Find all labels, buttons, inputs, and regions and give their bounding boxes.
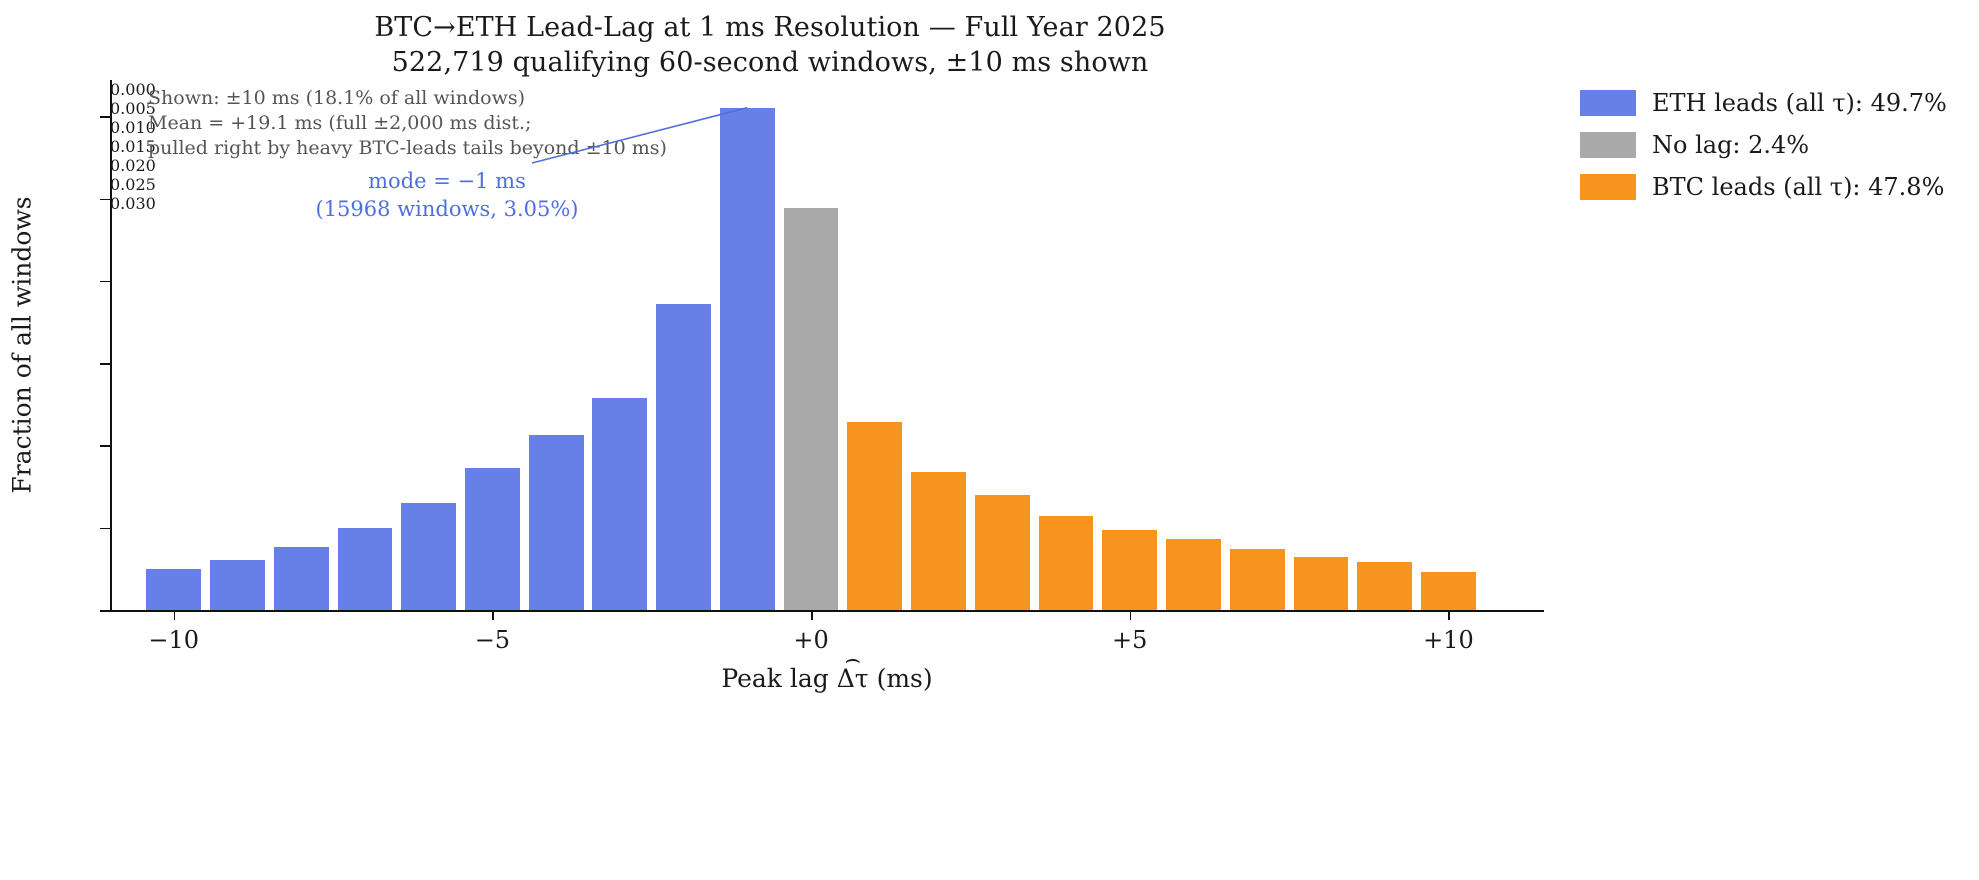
x-axis-label-symbol: Δτ <box>836 664 869 693</box>
y-axis-label: Fraction of all windows <box>7 196 37 494</box>
legend-item[interactable]: BTC leads (all τ): 47.8% <box>1580 170 1947 204</box>
chart-subtitle: 522,719 qualifying 60-second windows, ±1… <box>391 47 1149 79</box>
legend-label: ETH leads (all τ): 49.7% <box>1652 89 1947 117</box>
legend-swatch-nolag <box>1580 132 1636 158</box>
legend-label: BTC leads (all τ): 47.8% <box>1652 173 1945 201</box>
stats-annotation: Shown: ±10 ms (18.1% of all windows) Mea… <box>148 86 667 161</box>
bar <box>528 435 584 610</box>
bar <box>1166 538 1221 610</box>
y-tick-label: 0.000 <box>110 80 156 99</box>
x-axis-label-symbol-wrap: ⌢ Δτ <box>836 644 869 693</box>
bar <box>1357 562 1413 610</box>
x-tick-mark <box>492 610 494 620</box>
x-tick-mark <box>1129 610 1132 620</box>
mode-annotation-line-2: (15968 windows, 3.05%) <box>315 196 579 221</box>
y-tick-label: 0.030 <box>110 194 156 213</box>
x-tick-label: −5 <box>474 626 511 654</box>
bar <box>1229 548 1285 610</box>
bar <box>656 304 711 610</box>
bar <box>719 107 775 610</box>
y-tick-label: 0.020 <box>110 156 156 175</box>
legend-item[interactable]: ETH leads (all τ): 49.7% <box>1580 86 1947 120</box>
x-tick-mark <box>1448 610 1450 620</box>
plot-area: 0.000 0.005 0.010 0.015 0.020 0.025 0.030 −10 −… <box>8 80 1544 693</box>
mode-annotation: mode = −1 ms (15968 windows, 3.05%) <box>316 168 579 223</box>
y-tick-mark <box>100 445 110 447</box>
bar <box>783 208 839 610</box>
bar <box>1293 556 1349 610</box>
bar <box>337 528 393 610</box>
bar <box>1102 529 1158 610</box>
y-tick-label: 0.015 <box>110 137 156 156</box>
y-tick-label: 0.025 <box>110 175 156 194</box>
y-tick-mark <box>100 363 110 365</box>
y-tick-label: 0.005 <box>110 99 156 118</box>
mode-annotation-line-1: mode = −1 ms <box>368 169 526 193</box>
y-tick-label: 0.010 <box>110 118 156 137</box>
bar <box>401 502 457 610</box>
stats-annotation-line-1: Shown: ±10 ms (18.1% of all windows) <box>148 87 526 109</box>
y-tick-mark <box>100 198 110 200</box>
bar <box>210 560 265 610</box>
bar <box>273 547 329 610</box>
y-axis-line <box>110 80 112 610</box>
x-axis-label-prefix: Peak lag <box>721 664 837 693</box>
bar <box>592 398 648 610</box>
x-axis-label: Peak lag ⌢ Δτ (ms) <box>721 644 933 693</box>
legend-swatch-eth <box>1580 90 1636 116</box>
y-tick-mark <box>100 116 110 118</box>
x-axis-line <box>110 610 1544 612</box>
bar <box>974 494 1030 610</box>
x-tick-label: +10 <box>1423 626 1474 654</box>
y-tick-mark <box>100 527 110 530</box>
legend-swatch-btc <box>1580 174 1636 200</box>
bar <box>464 467 520 610</box>
x-tick-mark <box>811 610 813 620</box>
y-tick-mark <box>100 610 110 612</box>
bar <box>146 568 202 610</box>
bar <box>1038 515 1094 610</box>
bar <box>911 471 966 610</box>
stats-annotation-line-2: Mean = +19.1 ms (full ±2,000 ms dist.; <box>148 112 532 135</box>
x-tick-label: −10 <box>148 626 200 654</box>
bar <box>1420 571 1476 610</box>
chart-title-block: BTC→ETH Lead-Lag at 1 ms Resolution — Fu… <box>0 10 1540 80</box>
y-axis-ticks: 0.000 0.005 0.010 0.015 0.020 0.025 0.030 <box>100 80 1544 612</box>
x-tick-label: +5 <box>1112 626 1148 654</box>
bar <box>847 421 903 610</box>
stats-annotation-line-3: pulled right by heavy BTC-leads tails be… <box>148 137 667 160</box>
chart-title: BTC→ETH Lead-Lag at 1 ms Resolution — Fu… <box>374 12 1166 43</box>
chart-legend: ETH leads (all τ): 49.7% No lag: 2.4% BTC … <box>1580 86 1947 212</box>
legend-label: No lag: 2.4% <box>1652 131 1810 159</box>
x-tick-mark <box>173 610 176 620</box>
legend-item[interactable]: No lag: 2.4% <box>1580 128 1947 162</box>
x-tick-label: +0 <box>793 626 829 654</box>
x-axis-label-suffix: (ms) <box>868 664 933 693</box>
y-tick-mark <box>100 280 110 283</box>
